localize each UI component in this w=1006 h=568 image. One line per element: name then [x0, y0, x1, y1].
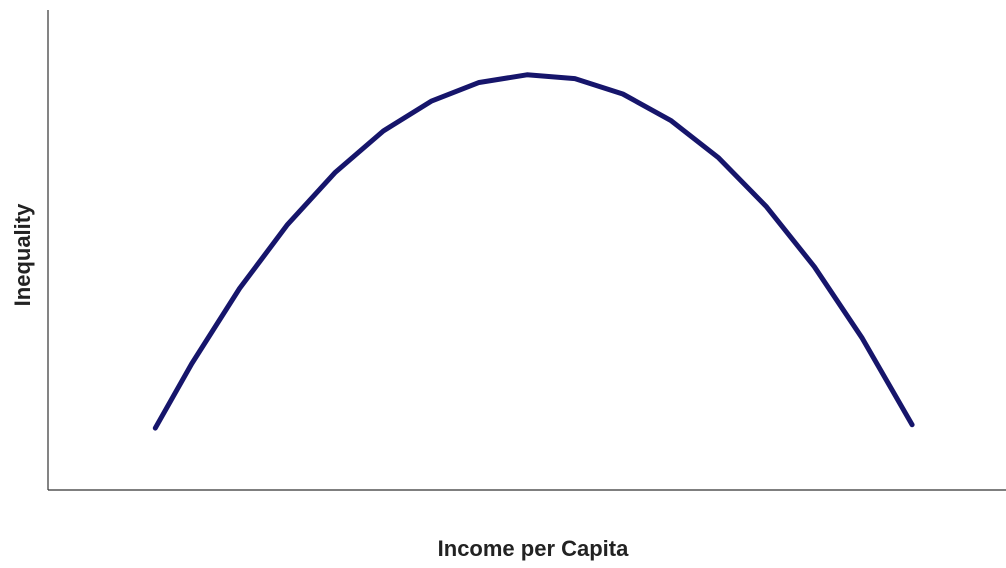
x-axis-label: Income per Capita	[438, 536, 629, 561]
line-series	[152, 72, 915, 431]
y-axis-label: Inequality	[10, 203, 35, 306]
